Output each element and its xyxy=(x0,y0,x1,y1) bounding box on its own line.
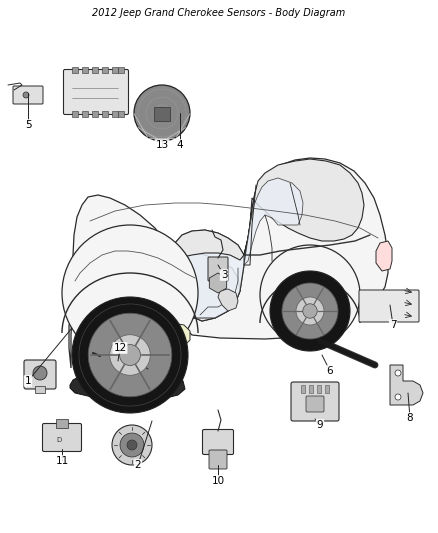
Bar xyxy=(56,419,68,428)
Bar xyxy=(102,111,108,117)
Text: 1: 1 xyxy=(25,376,31,386)
Bar xyxy=(112,67,118,73)
Bar xyxy=(92,67,98,73)
Polygon shape xyxy=(376,241,392,271)
Polygon shape xyxy=(165,248,195,318)
FancyBboxPatch shape xyxy=(209,450,227,469)
Bar xyxy=(325,385,329,393)
FancyBboxPatch shape xyxy=(208,257,228,281)
Bar xyxy=(154,107,170,121)
Polygon shape xyxy=(96,325,128,340)
Bar xyxy=(317,385,321,393)
Circle shape xyxy=(62,225,198,361)
Circle shape xyxy=(120,433,144,457)
Bar xyxy=(82,67,88,73)
FancyBboxPatch shape xyxy=(306,396,324,412)
Polygon shape xyxy=(70,371,185,400)
FancyBboxPatch shape xyxy=(64,69,128,115)
Polygon shape xyxy=(152,323,190,347)
Polygon shape xyxy=(390,365,423,405)
FancyBboxPatch shape xyxy=(24,360,56,389)
Bar xyxy=(102,67,108,73)
Polygon shape xyxy=(172,159,364,260)
Polygon shape xyxy=(218,289,238,311)
Text: 6: 6 xyxy=(327,366,333,376)
FancyBboxPatch shape xyxy=(13,86,43,104)
Text: 11: 11 xyxy=(55,456,69,466)
Text: 4: 4 xyxy=(177,140,184,150)
Polygon shape xyxy=(74,349,172,385)
Polygon shape xyxy=(172,230,244,318)
Text: 8: 8 xyxy=(407,413,413,423)
Bar xyxy=(82,111,88,117)
Polygon shape xyxy=(124,248,240,321)
Bar xyxy=(112,111,118,117)
FancyBboxPatch shape xyxy=(202,430,233,455)
Circle shape xyxy=(134,85,190,141)
Text: 5: 5 xyxy=(25,120,31,130)
Circle shape xyxy=(296,297,324,325)
Circle shape xyxy=(395,394,401,400)
FancyBboxPatch shape xyxy=(42,424,81,451)
Text: 2012 Jeep Grand Cherokee Sensors - Body Diagram: 2012 Jeep Grand Cherokee Sensors - Body … xyxy=(92,8,346,18)
Text: 12: 12 xyxy=(113,343,127,353)
Circle shape xyxy=(395,370,401,376)
Circle shape xyxy=(260,245,360,345)
Circle shape xyxy=(282,283,338,339)
Text: 9: 9 xyxy=(317,420,323,430)
Text: 10: 10 xyxy=(212,476,225,486)
Circle shape xyxy=(127,440,137,450)
Circle shape xyxy=(270,271,350,351)
Circle shape xyxy=(112,425,152,465)
Text: 7: 7 xyxy=(390,320,396,330)
Circle shape xyxy=(110,335,150,375)
FancyBboxPatch shape xyxy=(359,290,419,322)
Circle shape xyxy=(120,344,141,366)
Text: D: D xyxy=(56,437,61,443)
Text: 2: 2 xyxy=(135,460,141,470)
Circle shape xyxy=(33,366,47,380)
Bar xyxy=(309,385,313,393)
Bar xyxy=(118,111,124,117)
Bar xyxy=(72,111,78,117)
Text: 3: 3 xyxy=(221,270,227,280)
Bar xyxy=(118,67,124,73)
Circle shape xyxy=(88,313,172,397)
Circle shape xyxy=(303,304,317,318)
Polygon shape xyxy=(100,343,136,373)
Polygon shape xyxy=(244,178,303,265)
Circle shape xyxy=(23,92,29,98)
Bar xyxy=(72,67,78,73)
FancyBboxPatch shape xyxy=(291,382,339,421)
Bar xyxy=(35,386,45,393)
Text: 13: 13 xyxy=(155,140,169,150)
Circle shape xyxy=(72,297,188,413)
Bar xyxy=(92,111,98,117)
Bar xyxy=(301,385,305,393)
Polygon shape xyxy=(69,158,388,368)
Polygon shape xyxy=(209,273,226,293)
